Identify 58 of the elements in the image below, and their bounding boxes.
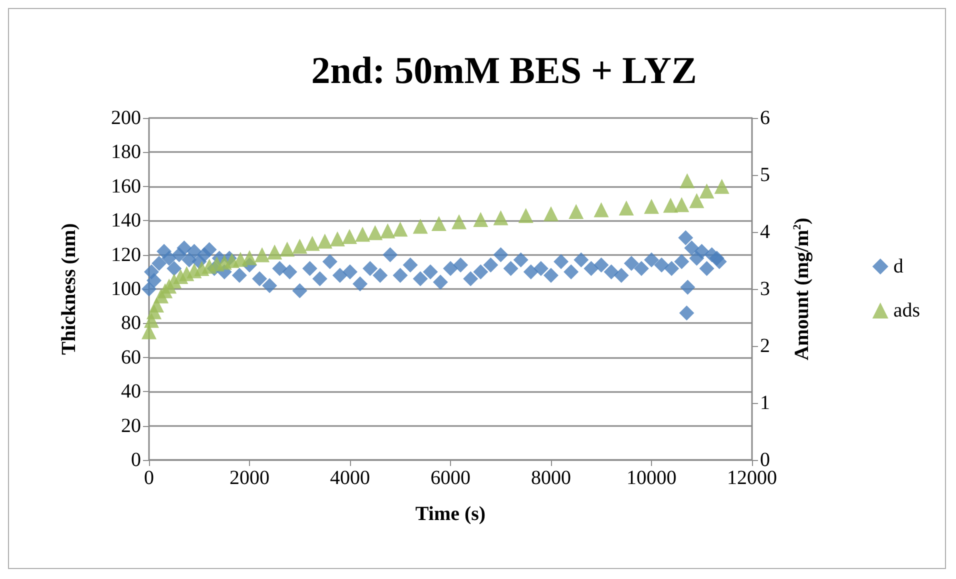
point [544, 206, 558, 222]
point [304, 236, 320, 251]
point [674, 197, 690, 212]
point [689, 193, 704, 208]
y2-tick-label: 2 [760, 335, 770, 357]
point [412, 218, 428, 234]
point [493, 210, 508, 226]
point [714, 178, 730, 194]
point [518, 208, 534, 223]
point [368, 225, 383, 240]
point [431, 216, 446, 231]
x-axis-title: Time (s) [415, 503, 486, 525]
y-tick-label: 100 [111, 278, 141, 300]
y-tick-label: 140 [111, 210, 141, 232]
point [663, 198, 678, 213]
y-tick-label: 20 [121, 414, 141, 437]
legend-label: ads [893, 300, 920, 322]
x-tick-label: 8000 [531, 467, 571, 489]
x-tick-label: 2000 [230, 467, 270, 489]
point [452, 214, 467, 230]
point [618, 200, 634, 216]
point [280, 242, 295, 257]
x-tick-label: 4000 [330, 467, 370, 489]
point [568, 204, 584, 219]
point [317, 234, 332, 249]
y-tick-label: 40 [121, 380, 141, 403]
point [644, 198, 659, 214]
point [330, 231, 345, 246]
point [267, 244, 282, 260]
x-tick-label: 10000 [626, 467, 676, 489]
y2-tick-label: 3 [760, 278, 770, 300]
x-tick-label: 6000 [430, 467, 470, 489]
y-tick-label: 80 [121, 312, 141, 334]
point [699, 183, 714, 198]
point [473, 212, 488, 227]
y2-tick-label: 4 [760, 221, 770, 243]
chart-title: 2nd: 50mM BES + LYZ [311, 50, 697, 92]
y-tick-label: 200 [111, 107, 141, 129]
y2-tick-label: 1 [760, 392, 770, 414]
point [342, 229, 357, 244]
point [355, 226, 370, 242]
point [380, 223, 396, 238]
point [254, 247, 270, 262]
y-tick-label: 120 [111, 244, 141, 266]
y-tick-label: 60 [121, 346, 141, 368]
y-tick-label: 160 [111, 175, 141, 198]
point [242, 250, 257, 266]
y2-tick-label: 6 [760, 107, 770, 129]
legend-label: d [893, 256, 904, 278]
y2-tick-label: 5 [760, 164, 770, 186]
point [594, 202, 609, 218]
point [392, 222, 408, 237]
point [680, 173, 695, 188]
y-tick-label: 180 [111, 141, 141, 164]
y2-axis-title: Amount (mg/m2) [791, 218, 813, 360]
point [292, 238, 308, 254]
y-tick-label: 0 [131, 449, 141, 471]
y-axis-title: Thickness (nm) [58, 223, 80, 355]
